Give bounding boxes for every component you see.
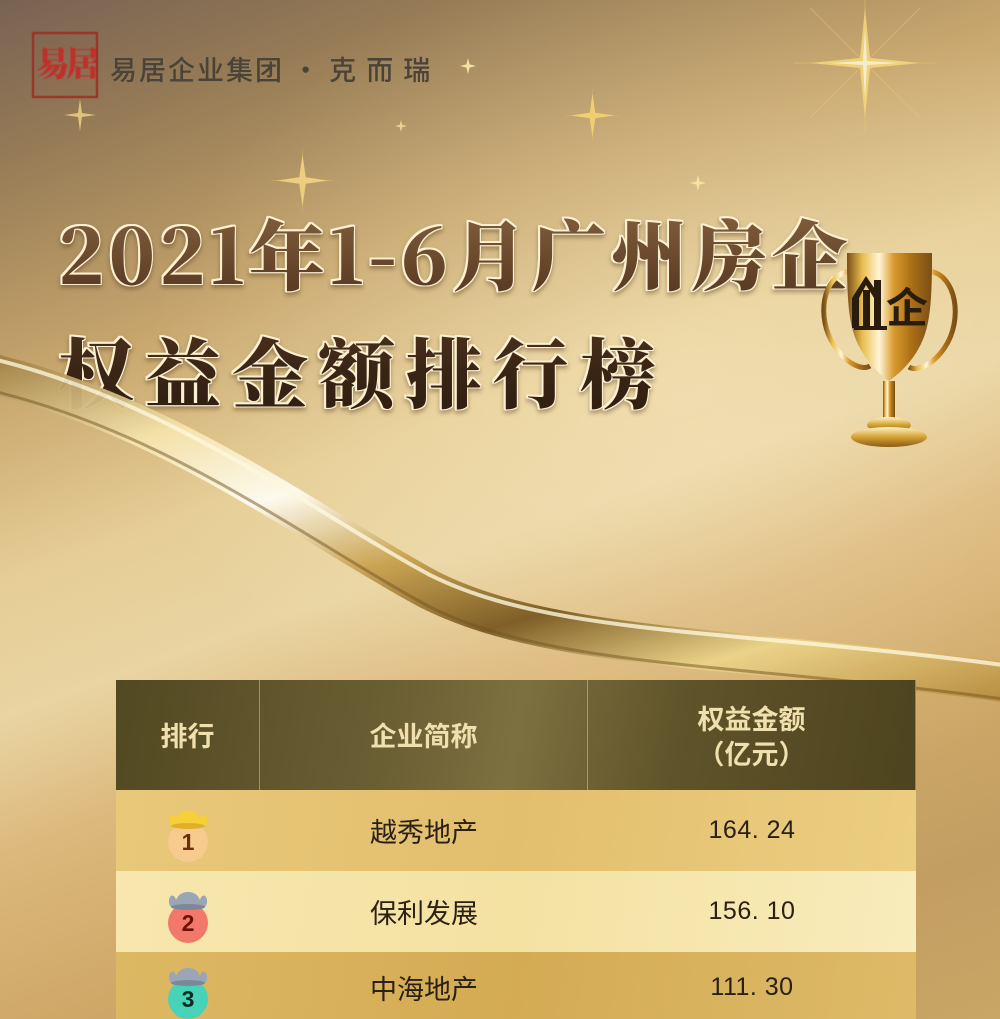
svg-text:2: 2 <box>182 910 195 936</box>
svg-text:3: 3 <box>182 986 195 1012</box>
svg-text:1: 1 <box>182 829 195 855</box>
